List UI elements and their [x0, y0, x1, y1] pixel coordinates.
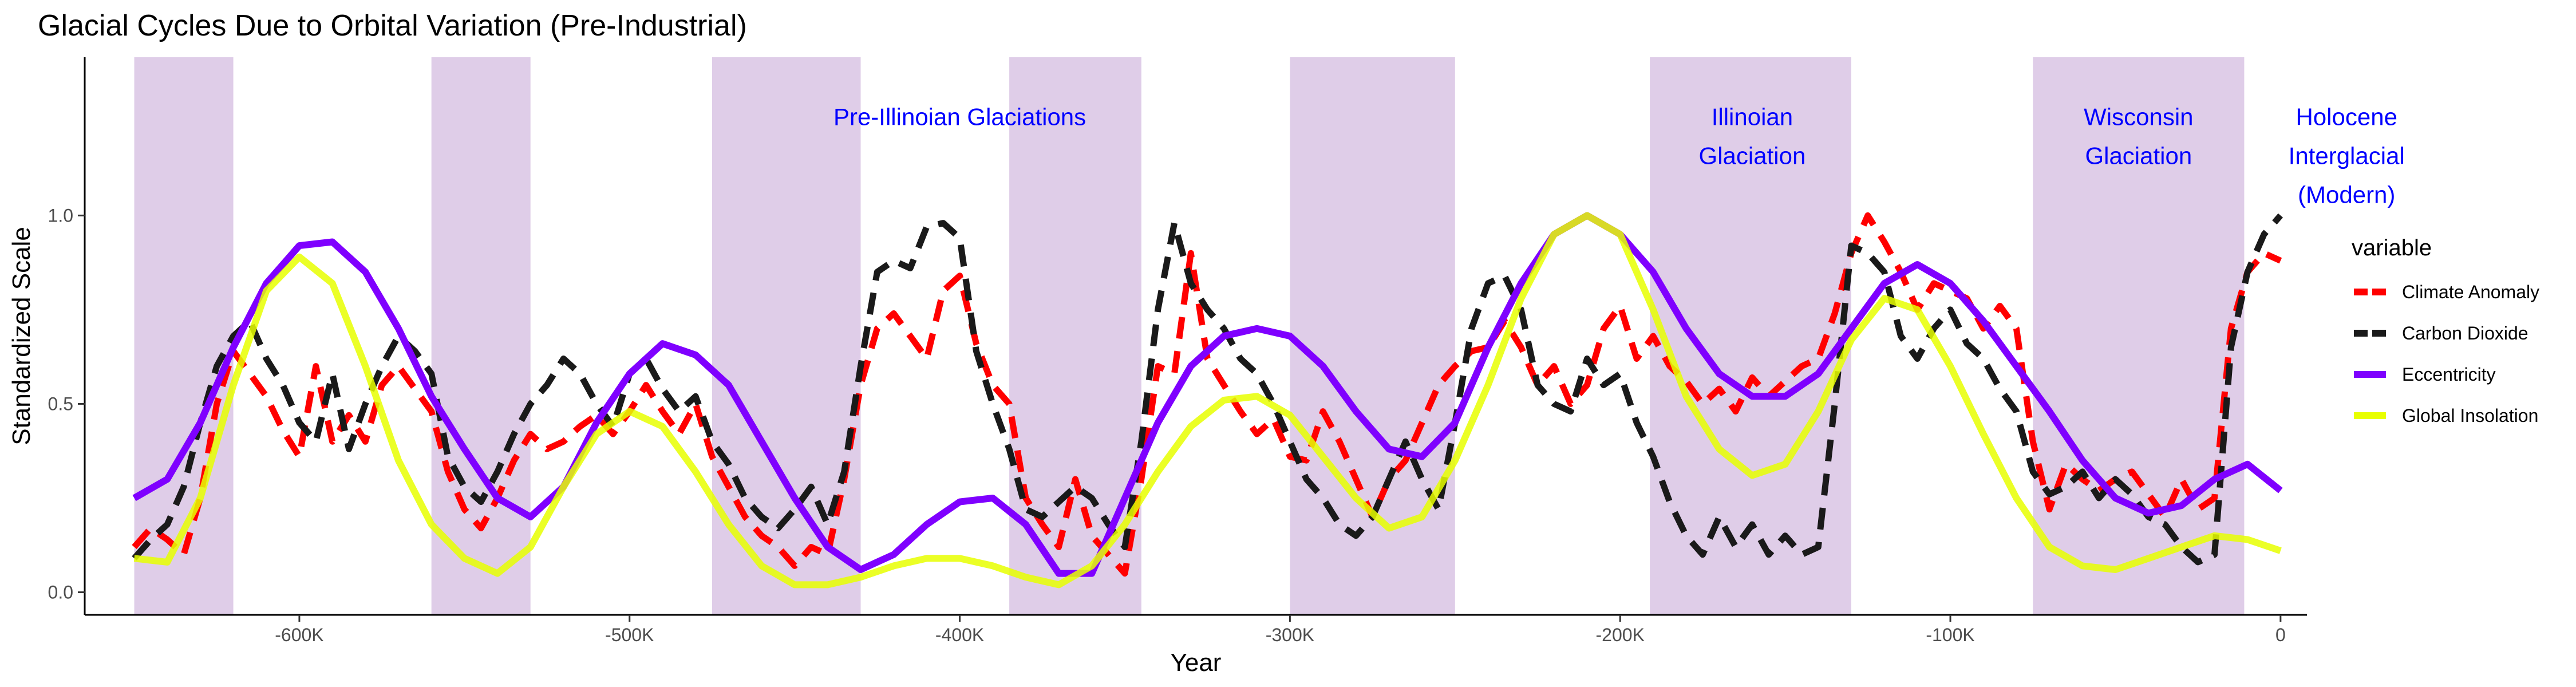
x-tick-label-4: -300K [1266, 625, 1314, 645]
legend-item-carbon-dioxide: Carbon Dioxide [2354, 323, 2528, 344]
x-axis-ticks: -600K -500K -400K -300K -200K -100K 0 [275, 615, 2286, 645]
legend-label-global-insolation: Global Insolation [2402, 405, 2538, 426]
legend-item-global-insolation: Global Insolation [2354, 405, 2538, 426]
legend-items: Climate Anomaly Carbon Dioxide Eccentricit… [2354, 282, 2539, 426]
annotation-1: Pre-Illinoian Glaciations [833, 103, 1086, 130]
y-axis-ticks: 0.0 0.5 1.0 [48, 205, 85, 603]
annotation-layer: Pre-Illinoian Glaciations Illinoian Glacia… [833, 103, 2405, 208]
y-axis-title: Standardized Scale [7, 227, 35, 445]
annotation-4: Holocene Interglacial (Modern) [2289, 103, 2405, 208]
annotation-2-line-2: Glaciation [1699, 142, 1806, 169]
annotation-4-line-2: Interglacial [2289, 142, 2405, 169]
glaciation-band-4 [1009, 57, 1141, 615]
annotation-3: Wisconsin Glaciation [2084, 103, 2193, 169]
y-tick-label-2: 0.5 [48, 393, 73, 414]
x-tick-label-5: -200K [1596, 625, 1645, 645]
annotation-4-line-1: Holocene [2296, 103, 2397, 130]
y-tick-label-3: 1.0 [48, 205, 73, 226]
series-line-global-insolation [133, 212, 2282, 589]
y-tick-label-1: 0.0 [48, 582, 73, 603]
annotation-3-line-1: Wisconsin [2084, 103, 2193, 130]
x-tick-label-6: -100K [1926, 625, 1974, 645]
series-line-climate-anomaly [132, 212, 2282, 577]
x-tick-label-7: 0 [2275, 625, 2286, 645]
glaciation-band-7 [2033, 57, 2245, 615]
x-tick-label-1: -600K [275, 625, 323, 645]
x-tick-label-2: -500K [605, 625, 654, 645]
chart-title: Glacial Cycles Due to Orbital Variation … [38, 9, 747, 42]
legend-title: variable [2352, 235, 2432, 260]
legend-label-climate-anomaly: Climate Anomaly [2402, 282, 2539, 302]
legend-item-climate-anomaly: Climate Anomaly [2354, 282, 2539, 302]
legend-item-eccentricity: Eccentricity [2354, 364, 2496, 385]
legend-label-eccentricity: Eccentricity [2402, 364, 2496, 385]
glaciation-shading-layer [134, 57, 2245, 615]
glaciation-band-5 [1290, 57, 1455, 615]
annotation-1-line-1: Pre-Illinoian Glaciations [833, 103, 1086, 130]
legend-label-carbon-dioxide: Carbon Dioxide [2402, 323, 2528, 344]
annotation-2-line-1: Illinoian [1712, 103, 1793, 130]
series-layer [132, 212, 2283, 589]
series-line-carbon-dioxide [132, 213, 2283, 566]
glaciation-band-1 [134, 57, 234, 615]
series-line-eccentricity [132, 212, 2283, 577]
x-axis-title: Year [1171, 649, 1222, 677]
annotation-2: Illinoian Glaciation [1699, 103, 1806, 169]
annotation-4-line-3: (Modern) [2298, 181, 2395, 208]
legend: variable Climate Anomaly Carbon Dioxide Ec… [2352, 235, 2539, 426]
annotation-3-line-2: Glaciation [2085, 142, 2192, 169]
x-tick-label-3: -400K [935, 625, 984, 645]
